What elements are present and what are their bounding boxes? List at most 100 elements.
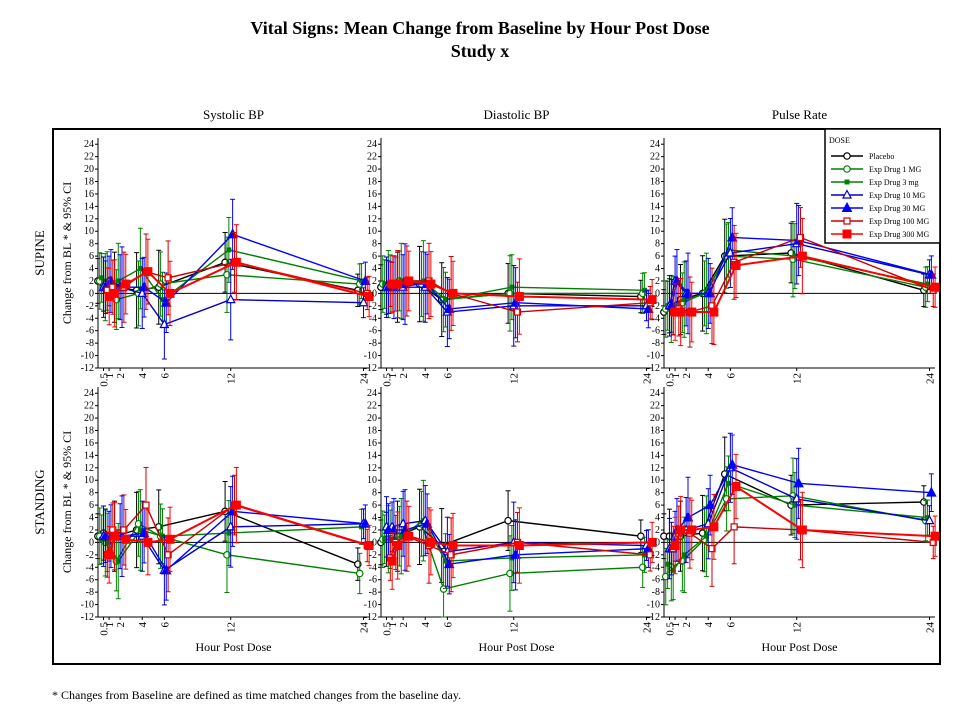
y-tick-label: -6 bbox=[86, 575, 94, 586]
x-tick-label: 12 bbox=[226, 622, 238, 633]
y-tick-label: 4 bbox=[372, 513, 377, 524]
data-point bbox=[731, 481, 741, 491]
data-point bbox=[142, 501, 150, 509]
x-tick-label: 1 bbox=[670, 373, 682, 379]
y-tick-label: 18 bbox=[367, 177, 377, 188]
y-tick-label: -4 bbox=[369, 313, 377, 324]
y-tick-label: 12 bbox=[650, 463, 660, 474]
y-tick-label: 16 bbox=[84, 189, 94, 200]
data-point bbox=[120, 526, 128, 534]
y-axis-label: Change from BL * & 95% CI bbox=[60, 431, 74, 573]
y-tick-label: -4 bbox=[86, 562, 94, 573]
data-point bbox=[110, 531, 120, 541]
data-point bbox=[231, 500, 241, 510]
column-header: Pulse Rate bbox=[772, 107, 827, 122]
data-point bbox=[704, 499, 716, 510]
x-tick-label: 6 bbox=[159, 622, 171, 628]
footnote: * Changes from Baseline are defined as t… bbox=[52, 688, 462, 702]
y-tick-label: -10 bbox=[647, 600, 660, 611]
y-tick-label: 12 bbox=[84, 214, 94, 225]
x-tick-label: 4 bbox=[703, 622, 715, 628]
y-tick-label: -6 bbox=[652, 575, 660, 586]
y-tick-label: 20 bbox=[367, 413, 377, 424]
y-tick-label: 0 bbox=[89, 537, 94, 548]
y-tick-label: 14 bbox=[650, 450, 660, 461]
y-tick-label: -10 bbox=[81, 351, 94, 362]
row-label: STANDING bbox=[32, 469, 47, 534]
y-tick-label: 0 bbox=[89, 288, 94, 299]
y-tick-label: -2 bbox=[369, 550, 377, 561]
data-point bbox=[647, 537, 657, 547]
data-point bbox=[676, 307, 686, 317]
x-tick-label: 2 bbox=[681, 622, 693, 628]
x-tick-label: 24 bbox=[924, 622, 936, 634]
data-point bbox=[426, 279, 436, 289]
data-point bbox=[404, 276, 414, 286]
y-tick-label: 4 bbox=[89, 513, 94, 524]
x-tick-label: 24 bbox=[641, 373, 653, 385]
data-point bbox=[797, 525, 807, 535]
y-tick-label: 8 bbox=[89, 239, 94, 250]
y-tick-label: 2 bbox=[89, 276, 94, 287]
y-tick-label: 12 bbox=[367, 214, 377, 225]
column-header: Systolic BP bbox=[203, 107, 264, 122]
data-point bbox=[231, 257, 241, 267]
x-tick-label: 12 bbox=[226, 373, 238, 384]
data-point bbox=[364, 292, 374, 302]
data-point bbox=[709, 522, 719, 532]
legend-label: Exp Drug 10 MG bbox=[869, 191, 925, 200]
data-point bbox=[796, 233, 805, 242]
y-tick-label: 22 bbox=[84, 401, 94, 412]
y-tick-label: -6 bbox=[369, 326, 377, 337]
y-tick-label: 22 bbox=[650, 401, 660, 412]
legend-marker bbox=[843, 165, 851, 173]
x-tick-label: 2 bbox=[398, 622, 410, 628]
y-tick-label: 2 bbox=[655, 525, 660, 536]
y-tick-label: -12 bbox=[364, 612, 377, 623]
data-point bbox=[393, 279, 403, 289]
y-tick-label: -8 bbox=[86, 338, 94, 349]
x-tick-label: 12 bbox=[509, 622, 521, 633]
y-tick-label: -6 bbox=[369, 575, 377, 586]
y-tick-label: 8 bbox=[89, 488, 94, 499]
y-tick-label: 20 bbox=[84, 413, 94, 424]
y-tick-label: 8 bbox=[372, 239, 377, 250]
y-tick-label: 4 bbox=[372, 264, 377, 275]
y-tick-label: -4 bbox=[652, 562, 660, 573]
x-tick-label: 0.5 bbox=[99, 622, 111, 636]
y-tick-label: 6 bbox=[372, 500, 377, 511]
data-point bbox=[687, 525, 697, 535]
y-tick-label: 12 bbox=[650, 214, 660, 225]
data-point bbox=[104, 550, 114, 560]
y-tick-label: -6 bbox=[86, 326, 94, 337]
y-tick-label: -6 bbox=[652, 326, 660, 337]
legend-label: Exp Drug 3 mg bbox=[869, 178, 919, 187]
y-tick-label: 0 bbox=[655, 537, 660, 548]
row-label: SUPINE bbox=[32, 230, 47, 276]
y-tick-label: -2 bbox=[369, 301, 377, 312]
x-axis-label: Hour Post Dose bbox=[761, 640, 837, 654]
y-tick-label: 2 bbox=[89, 525, 94, 536]
y-tick-label: 22 bbox=[650, 152, 660, 163]
data-point bbox=[930, 531, 940, 541]
legend-label: Exp Drug 1 MG bbox=[869, 165, 921, 174]
y-tick-label: 22 bbox=[367, 152, 377, 163]
x-tick-label: 24 bbox=[358, 622, 370, 634]
x-tick-label: 0.5 bbox=[99, 373, 111, 387]
y-tick-label: -12 bbox=[81, 363, 94, 374]
x-tick-label: 2 bbox=[115, 622, 127, 628]
x-tick-label: 12 bbox=[509, 373, 521, 384]
data-point bbox=[393, 541, 403, 551]
y-tick-label: 10 bbox=[367, 226, 377, 237]
data-point bbox=[110, 288, 120, 298]
x-tick-label: 2 bbox=[681, 373, 693, 379]
data-point bbox=[793, 477, 804, 488]
x-axis-label: Hour Post Dose bbox=[478, 640, 554, 654]
y-tick-label: -8 bbox=[369, 587, 377, 598]
data-point bbox=[731, 260, 741, 270]
data-point bbox=[646, 551, 654, 559]
data-point bbox=[924, 514, 935, 525]
data-point bbox=[726, 458, 738, 469]
y-tick-label: 10 bbox=[650, 226, 660, 237]
